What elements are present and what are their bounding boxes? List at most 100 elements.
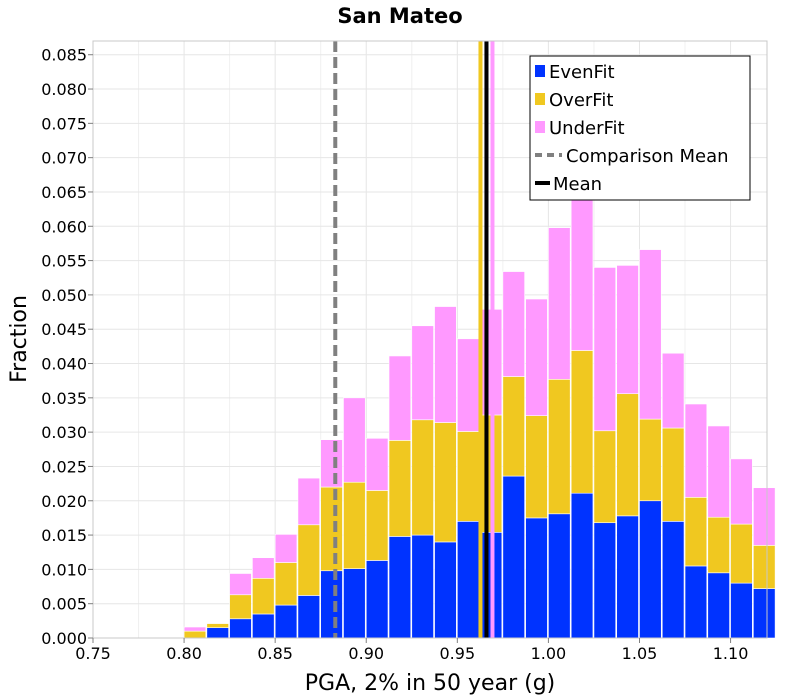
bar-evenfit-10: [411, 534, 434, 639]
bar-overfit-2: [229, 594, 252, 620]
y-tick-label: 0.060: [41, 217, 87, 236]
y-tick-label: 0.010: [41, 560, 87, 579]
y-tick-label: 0.020: [41, 492, 87, 511]
legend-label-evenfit: EvenFit: [549, 62, 615, 83]
bar-underfit-8: [365, 438, 389, 491]
bar-overfit-14: [502, 376, 525, 477]
bar-evenfit-21: [661, 521, 685, 639]
y-tick-label: 0.045: [41, 320, 87, 339]
bar-evenfit-24: [730, 582, 753, 639]
bar-overfit-7: [343, 481, 366, 569]
bar-underfit-7: [343, 397, 366, 483]
bar-underfit-3: [252, 557, 275, 579]
bar-overfit-1: [206, 623, 229, 629]
legend-label-overfit: OverFit: [549, 90, 613, 111]
bar-overfit-3: [252, 577, 275, 615]
bar-overfit-19: [616, 393, 639, 517]
y-tick-label: 0.035: [41, 389, 87, 408]
y-tick-label: 0.000: [41, 629, 87, 648]
y-tick-label: 0.025: [41, 457, 87, 476]
bar-overfit-18: [593, 430, 617, 524]
legend-swatch-evenfit: [535, 65, 545, 77]
y-tick-label: 0.065: [41, 183, 87, 202]
x-axis-title: PGA, 2% in 50 year (g): [305, 671, 556, 696]
bar-overfit-15: [525, 415, 548, 519]
bar-underfit-20: [639, 249, 662, 420]
bar-underfit-22: [684, 403, 708, 498]
y-tick-label: 0.040: [41, 355, 87, 374]
bar-underfit-2: [229, 573, 252, 596]
bar-evenfit-18: [593, 522, 617, 639]
bar-evenfit-11: [434, 541, 457, 639]
bar-evenfit-17: [570, 492, 594, 639]
bar-evenfit-9: [388, 536, 412, 639]
bar-overfit-16: [548, 378, 571, 515]
bar-overfit-25: [753, 545, 776, 589]
legend-box: [529, 55, 751, 201]
bar-evenfit-7: [343, 568, 366, 639]
bar-underfit-17: [570, 186, 594, 351]
x-tick-label: 0.85: [257, 644, 293, 663]
bar-underfit-14: [502, 271, 525, 377]
bar-overfit-23: [707, 516, 730, 574]
x-tick-label: 0.75: [75, 644, 111, 663]
bar-evenfit-16: [548, 513, 571, 639]
y-tick-label: 0.085: [41, 46, 87, 65]
bar-evenfit-1: [206, 627, 229, 639]
bar-overfit-20: [639, 418, 662, 502]
y-tick-label: 0.030: [41, 423, 87, 442]
bar-underfit-10: [411, 325, 434, 421]
bar-underfit-21: [661, 352, 685, 429]
y-tick-label: 0.050: [41, 286, 87, 305]
bar-evenfit-25: [753, 588, 776, 639]
bar-overfit-11: [434, 422, 457, 543]
bar-underfit-12: [457, 338, 480, 432]
bar-underfit-24: [730, 458, 753, 525]
bar-overfit-0: [183, 630, 207, 639]
bar-underfit-6: [320, 439, 343, 488]
bar-underfit-5: [297, 477, 321, 526]
x-tick-label: 1.00: [531, 644, 567, 663]
bar-overfit-4: [274, 562, 298, 606]
bar-evenfit-3: [252, 613, 275, 639]
bar-overfit-9: [388, 440, 412, 537]
bar-underfit-4: [274, 534, 298, 563]
y-tick-label: 0.055: [41, 252, 87, 271]
bar-evenfit-8: [365, 560, 389, 639]
x-tick-label: 0.80: [166, 644, 202, 663]
y-tick-label: 0.075: [41, 114, 87, 133]
bar-overfit-12: [457, 431, 480, 522]
bar-underfit-9: [388, 355, 412, 441]
bar-underfit-18: [593, 267, 617, 432]
plot-frame: [92, 40, 768, 639]
bar-overfit-10: [411, 419, 434, 536]
legend-swatch-overfit: [535, 93, 545, 105]
bar-overfit-21: [661, 427, 685, 522]
bar-evenfit-5: [297, 595, 321, 639]
y-axis-title: Fraction: [7, 295, 32, 383]
x-tick-label: 0.90: [348, 644, 384, 663]
bar-overfit-8: [365, 490, 389, 561]
y-tick-label: 0.070: [41, 149, 87, 168]
bar-underfit-19: [616, 265, 639, 395]
bar-underfit-0: [183, 626, 207, 632]
bar-overfit-17: [570, 350, 594, 494]
y-tick-label: 0.005: [41, 595, 87, 614]
bar-overfit-6: [320, 486, 343, 572]
legend-label-underfit: UnderFit: [549, 118, 625, 139]
x-tick-label: 0.95: [440, 644, 476, 663]
bar-underfit-16: [548, 227, 571, 380]
bar-evenfit-15: [525, 517, 548, 639]
legend-label-comparison-mean: Comparison Mean: [566, 146, 729, 167]
bar-evenfit-22: [684, 565, 708, 639]
bar-underfit-23: [707, 425, 730, 518]
bar-overfit-5: [297, 524, 321, 596]
bar-overfit-22: [684, 497, 708, 567]
bar-evenfit-14: [502, 475, 525, 639]
chart-title: San Mateo: [337, 4, 462, 28]
y-tick-label: 0.080: [41, 80, 87, 99]
bar-evenfit-4: [274, 604, 298, 639]
bar-underfit-15: [525, 298, 548, 416]
bar-evenfit-23: [707, 572, 730, 639]
bar-overfit-24: [730, 523, 753, 584]
